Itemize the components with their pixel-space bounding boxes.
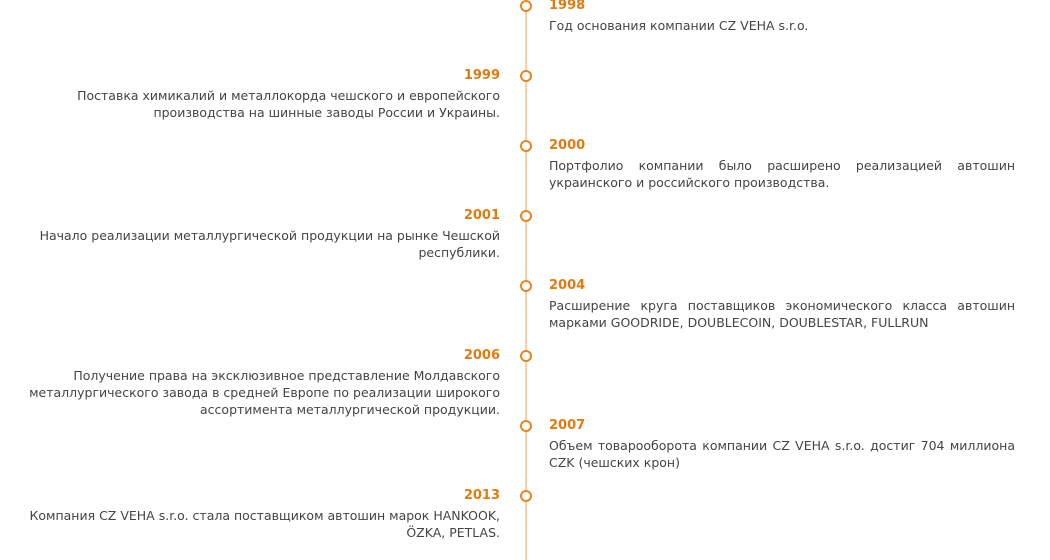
year: 2007	[549, 418, 586, 433]
year: 1999	[463, 68, 500, 83]
event-text: Начало реализации металлургической проду…	[39, 228, 500, 260]
timeline-dot	[520, 210, 532, 222]
timeline-dot	[520, 350, 532, 362]
timeline-dot	[520, 490, 532, 502]
year: 2006	[463, 348, 500, 363]
event-text: Компания CZ VEHA s.r.o. стала поставщико…	[29, 508, 501, 540]
event-text: Поставка химикалий и металлокорда чешско…	[77, 88, 500, 120]
year: 1998	[549, 0, 586, 13]
event-text: Получение права на эксклюзивное представ…	[29, 368, 500, 417]
timeline-dot	[520, 280, 532, 292]
year: 2013	[463, 488, 500, 503]
year: 2004	[549, 278, 586, 293]
event-text: Объем товарооборота компании CZ VEHA s.r…	[549, 438, 1015, 470]
year: 2000	[549, 138, 586, 153]
event-text: Год основания компании CZ VEHA s.r.o.	[549, 18, 809, 33]
event-text: Расширение круга поставщиков экономическ…	[549, 298, 1015, 330]
year: 2001	[463, 208, 500, 223]
event-text: Портфолио компании было расширено реализ…	[549, 158, 1015, 190]
timeline-dot	[520, 420, 532, 432]
timeline-dot	[520, 0, 532, 12]
timeline-dot	[520, 140, 532, 152]
timeline-dot	[520, 70, 532, 82]
